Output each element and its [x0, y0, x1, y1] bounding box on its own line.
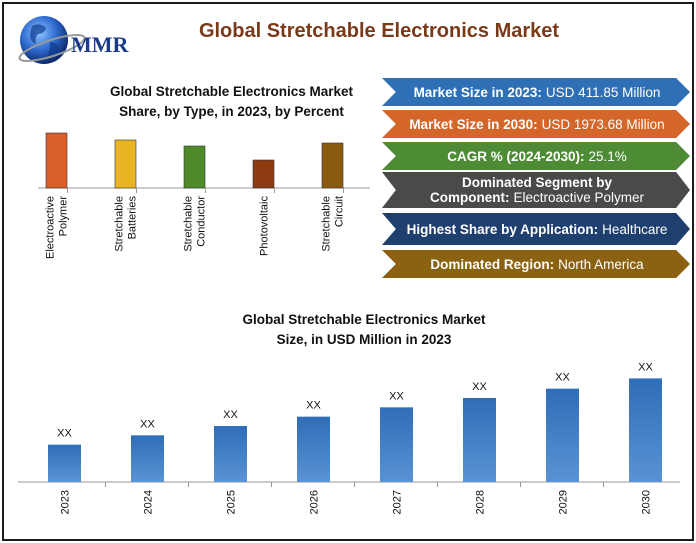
info-box-value: 25.1% — [588, 148, 627, 164]
info-box: Market Size in 2023: USD 411.85 Million — [382, 78, 690, 106]
info-box: Dominated Region: North America — [382, 250, 690, 278]
info-box-label: Highest Share by Application: — [406, 221, 599, 237]
info-box-label: Market Size in 2023: — [413, 84, 542, 100]
size-bar — [546, 388, 579, 482]
info-box: Market Size in 2030: USD 1973.68 Million — [382, 110, 690, 138]
size-bar — [48, 444, 81, 482]
info-box-value: Healthcare — [602, 221, 668, 237]
info-box-value: Electroactive Polymer — [513, 190, 645, 205]
info-box-text: Market Size in 2030: USD 1973.68 Million — [391, 117, 680, 132]
size-bar — [463, 398, 496, 482]
info-box-label: CAGR % (2024-2030): — [447, 148, 585, 164]
data-label: XX — [638, 361, 653, 373]
type-bar — [45, 132, 68, 189]
info-box-text: Market Size in 2023: USD 411.85 Million — [396, 85, 677, 100]
x-tick-label: StretchableBatteries — [114, 196, 139, 252]
type-bar — [321, 142, 344, 189]
x-tick-label: 2028 — [475, 490, 487, 514]
size-chart-title: Global Stretchable Electronics Market Si… — [242, 312, 486, 347]
info-box-text: Dominated Region: North America — [412, 257, 659, 272]
size-bar — [214, 426, 247, 482]
data-label: XX — [140, 418, 155, 430]
info-box-text: Highest Share by Application: Healthcare — [389, 222, 684, 237]
info-box-value: USD 411.85 Million — [545, 84, 661, 100]
info-box-value: USD 1973.68 Million — [541, 116, 665, 132]
type-share-bar-chart: ElectroactivePolymer StretchableBatteries… — [38, 132, 370, 259]
info-box-value: North America — [558, 256, 644, 272]
page-title: Global Stretchable Electronics Market — [198, 20, 560, 42]
x-tick-label: Photovoltaic — [259, 196, 271, 256]
size-bar — [629, 378, 662, 482]
data-label: XX — [57, 428, 72, 440]
x-tick-label: 2024 — [143, 490, 155, 514]
type-bar — [183, 145, 206, 189]
logo-text: MMR — [71, 32, 129, 57]
data-label: XX — [306, 400, 321, 412]
info-box-text: Dominated Segment by Component: Electroac… — [382, 175, 690, 205]
market-size-bar-chart: XX 2023 XX 2024 XX 2025 XX 2026 XX 2027 XX 2028 XX 20… — [18, 361, 680, 514]
info-box-label: Market Size in 2030: — [409, 116, 538, 132]
x-tick-label: 2030 — [641, 490, 653, 514]
info-box: Highest Share by Application: Healthcare — [382, 213, 690, 245]
info-box: Dominated Segment by Component: Electroac… — [382, 172, 690, 208]
size-bar — [297, 416, 330, 482]
data-label: XX — [555, 372, 570, 384]
info-box: CAGR % (2024-2030): 25.1% — [382, 142, 690, 170]
size-bar — [131, 435, 164, 482]
x-tick-label: StretchableConductor — [183, 196, 208, 252]
info-box-label: Dominated Region: — [430, 256, 555, 272]
x-tick-label: 2026 — [309, 490, 321, 514]
x-tick-label: 2027 — [392, 490, 404, 514]
data-label: XX — [389, 390, 404, 402]
info-box-label: Dominated Segment by Component: — [429, 175, 613, 205]
x-tick-label: 2023 — [60, 490, 72, 514]
info-box-text: CAGR % (2024-2030): 25.1% — [429, 149, 643, 164]
type-bar — [114, 139, 137, 189]
size-bar — [380, 407, 413, 482]
x-tick-label: 2025 — [226, 490, 238, 514]
x-tick-label: ElectroactivePolymer — [45, 196, 70, 259]
type-bar — [252, 159, 275, 189]
x-tick-label: StretchableCircuit — [321, 196, 346, 252]
x-tick-label: 2029 — [558, 490, 570, 514]
data-label: XX — [472, 381, 487, 393]
globe-logo-icon — [18, 16, 86, 64]
type-chart-title: Global Stretchable Electronics Market Sh… — [109, 84, 354, 119]
data-label: XX — [223, 409, 238, 421]
